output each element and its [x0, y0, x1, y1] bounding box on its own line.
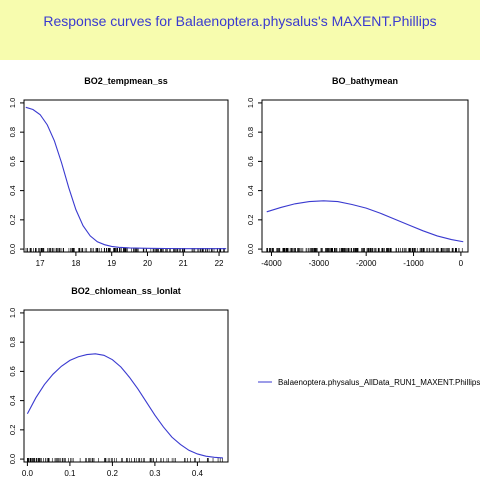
- y-tick-label: 0.4: [8, 395, 17, 405]
- x-tick-label: 18: [71, 259, 80, 268]
- x-tick-label: 19: [107, 259, 116, 268]
- x-tick-label: 0.2: [107, 469, 119, 478]
- y-tick-label: 0.4: [8, 185, 17, 195]
- x-tick-label: 21: [179, 259, 188, 268]
- x-tick-label: 22: [215, 259, 224, 268]
- panel-bo2-chlomean: BO2_chlomean_ss_lonlat 0.0 0.2 0.4 0.6 0.8 1.0…: [8, 286, 229, 478]
- header-banner: Response curves for Balaenoptera.physalu…: [0, 0, 480, 60]
- y-tick-label: 0.0: [246, 244, 255, 254]
- x-tick-label: -4000: [261, 259, 282, 268]
- rug: [266, 248, 463, 252]
- x-tick-label: -3000: [309, 259, 330, 268]
- y-tick-label: 0.2: [246, 215, 255, 225]
- y-tick-label: 1.0: [8, 308, 17, 318]
- panel-bo-bathymean: BO_bathymean 0.0 0.2 0.4 0.6 0.8 1.0 -4000 -3000…: [246, 76, 469, 268]
- y-tick-label: 0.0: [8, 244, 17, 254]
- x-tick-label: 0.3: [149, 469, 161, 478]
- y-tick-label: 0.8: [246, 127, 255, 137]
- panel-title: BO2_tempmean_ss: [84, 76, 168, 86]
- plot-frame: [23, 309, 229, 463]
- y-tick-label: 0.6: [246, 156, 255, 166]
- plot-frame: [261, 99, 469, 253]
- y-tick-label: 0.6: [8, 156, 17, 166]
- y-tick-label: 0.4: [246, 185, 255, 195]
- x-tick-label: 20: [143, 259, 152, 268]
- y-tick-label: 1.0: [246, 98, 255, 108]
- rug: [27, 458, 223, 462]
- panel-bo2-tempmean: BO2_tempmean_ss 0.0 0.2 0.4 0.6 0.8 1.0 17 18 19 2…: [8, 76, 229, 268]
- y-tick-label: 0.8: [8, 127, 17, 137]
- y-tick-label: 0.6: [8, 366, 17, 376]
- response-curves-figure: BO2_tempmean_ss 0.0 0.2 0.4 0.6 0.8 1.0 17 18 19 2…: [8, 76, 480, 478]
- y-tick-label: 1.0: [8, 98, 17, 108]
- response-curve: [266, 200, 464, 243]
- legend-label: Balaenoptera.physalus_AllData_RUN1_MAXEN…: [278, 378, 480, 387]
- y-tick-label: 0.2: [8, 425, 17, 435]
- plot-frame: [23, 99, 229, 253]
- panel-title: BO_bathymean: [332, 76, 398, 86]
- legend: Balaenoptera.physalus_AllData_RUN1_MAXEN…: [258, 378, 480, 387]
- panel-title: BO2_chlomean_ss_lonlat: [71, 286, 181, 296]
- response-curve: [25, 106, 227, 250]
- x-tick-label: -1000: [403, 259, 424, 268]
- response-curve: [26, 353, 223, 459]
- x-tick-label: 17: [36, 259, 45, 268]
- page-title: Response curves for Balaenoptera.physalu…: [43, 13, 437, 29]
- y-tick-label: 0.2: [8, 215, 17, 225]
- x-tick-label: 0.4: [192, 469, 204, 478]
- x-tick-label: 0.1: [64, 469, 76, 478]
- y-tick-label: 0.8: [8, 337, 17, 347]
- x-tick-label: 0: [459, 259, 464, 268]
- x-tick-label: -2000: [356, 259, 377, 268]
- y-tick-label: 0.0: [8, 454, 17, 464]
- x-tick-label: 0.0: [22, 469, 34, 478]
